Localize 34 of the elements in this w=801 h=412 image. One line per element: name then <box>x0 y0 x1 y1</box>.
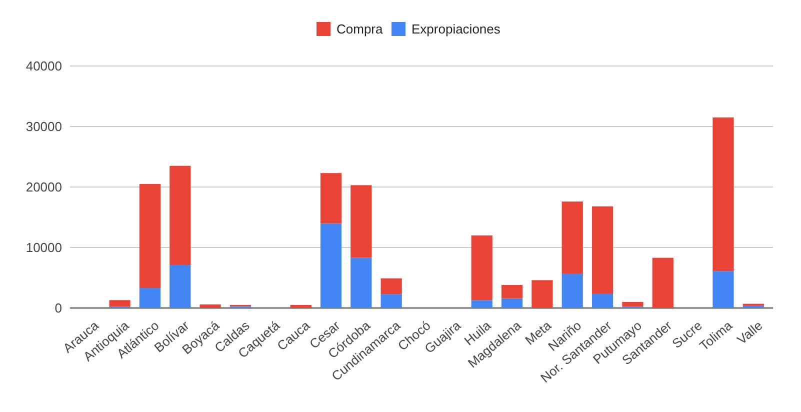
bar <box>562 274 583 308</box>
bar <box>501 298 523 308</box>
x-tick-label: Valle <box>734 318 766 348</box>
bar <box>380 278 402 294</box>
bar <box>109 300 130 307</box>
bar <box>501 285 523 298</box>
bar <box>320 173 342 224</box>
bar <box>532 280 553 308</box>
bar <box>592 293 614 308</box>
bar <box>290 304 312 308</box>
bar <box>350 185 372 258</box>
bar <box>471 300 492 308</box>
bar <box>200 304 221 308</box>
bar <box>350 258 372 308</box>
bar <box>652 258 674 308</box>
bar <box>170 166 191 266</box>
legend-label: Expropiaciones <box>412 22 501 37</box>
y-tick-label: 10000 <box>26 240 62 256</box>
legend-label: Compra <box>336 22 384 37</box>
bar <box>139 288 161 308</box>
y-tick-label: 40000 <box>26 58 62 74</box>
bar <box>562 202 583 274</box>
bar <box>471 235 492 300</box>
y-tick-label: 20000 <box>26 180 62 195</box>
y-tick-label: 30000 <box>26 119 62 134</box>
bar <box>170 265 191 308</box>
bar <box>592 206 614 294</box>
bar <box>712 117 734 272</box>
bar <box>622 302 644 307</box>
bar <box>712 271 734 308</box>
bar <box>139 184 161 288</box>
bar <box>380 294 402 308</box>
bar <box>320 223 342 308</box>
y-tick-label: 0 <box>54 300 62 316</box>
